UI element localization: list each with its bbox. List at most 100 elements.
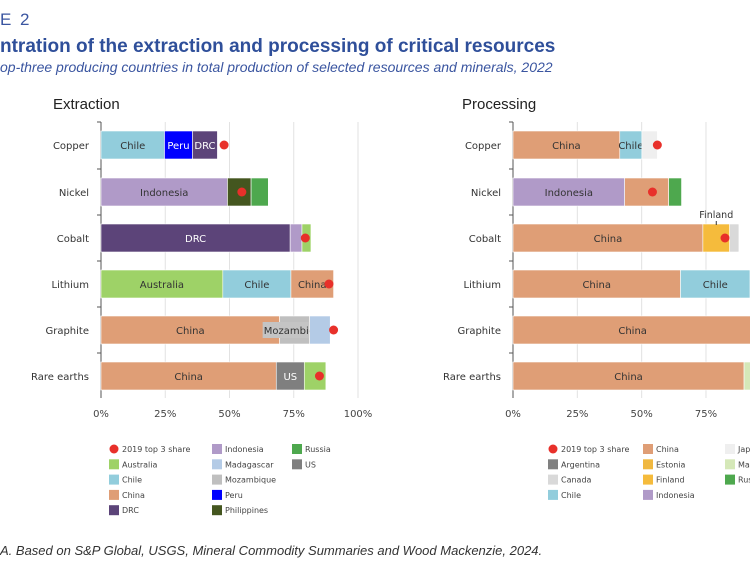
segment-label: China [614,372,643,383]
segment-label: China [298,280,327,291]
segment-label: China [618,326,647,337]
segment-label: Mozambique [264,326,328,337]
legend-label: Madagascar [225,460,274,469]
legend-swatch [643,489,653,500]
segment-label: Chile [244,280,269,291]
legend-swatch [643,459,653,470]
legend-label: China [122,491,145,500]
bar-segment-russia [668,177,682,207]
bar-segment-peru [164,130,193,160]
segment-label: China [176,326,205,337]
bar-segment-russia [250,177,269,207]
segment-label: DRC [185,234,206,245]
legend-swatch [109,489,119,500]
category-label: Cobalt [57,234,89,245]
x-tick-label: 25% [154,409,176,420]
legend-label: Finland [656,476,685,485]
legend-label: Australia [122,460,157,469]
bar-segment-canada [729,223,740,253]
bar-segment-chile [100,130,165,160]
bar-segment-madagascar [309,315,331,345]
share-2019-dot [314,371,324,381]
legend-label: Peru [225,491,243,500]
legend-swatch [109,459,119,470]
share-2019-dot [237,187,247,197]
segment-label: China [594,234,623,245]
bar-segment-australia [100,269,224,299]
legend-label: Russia [738,476,750,485]
legend-label: Argentina [561,460,600,469]
bar-segment-china [512,269,681,299]
bar-segment-china [512,315,750,345]
legend-label: US [305,460,316,469]
bar-segment-china [100,361,277,391]
x-tick-label: 50% [218,409,240,420]
segment-label: Chile [618,141,643,152]
legend-swatch [548,474,558,485]
legend-swatch [548,459,558,470]
legend-swatch [212,444,222,454]
share-2019-dot [720,233,730,243]
segment-label: China [582,280,611,291]
bar-segment-china [100,315,280,345]
legend-dot-icon [548,444,558,454]
processing-title: Processing [462,96,537,113]
legend-swatch [212,474,222,485]
legend-swatch [643,474,653,485]
share-2019-dot [647,187,657,197]
x-tick-label: 0% [505,409,521,420]
legend-label: 2019 top 3 share [561,445,629,454]
legend-label: Malaysia [738,460,750,469]
bar-segment-drc [192,130,218,160]
page-title: ntration of the extraction and processin… [0,36,556,57]
segment-label: Chile [703,280,728,291]
share-2019-dot [329,325,339,335]
legend-dot-icon [109,444,119,454]
legend-swatch [643,444,653,454]
category-label: Rare earths [31,372,89,383]
bar-segment-indonesia [289,223,303,253]
legend-label: Mozambique [225,476,276,485]
x-tick-label: 75% [695,409,717,420]
source-note: A. Based on S&P Global, USGS, Mineral Co… [0,543,543,558]
bar-segment-malaysia [743,361,750,391]
bar-segment-chile [222,269,292,299]
segment-label: DRC [194,141,215,152]
legend-swatch [725,459,735,470]
legend-label: Chile [122,476,142,485]
extraction-title: Extraction [53,96,120,113]
segment-label: China [552,141,581,152]
legend-label: 2019 top 3 share [122,445,190,454]
x-tick-label: 0% [93,409,109,420]
legend-swatch [548,489,558,500]
share-2019-dot [219,140,229,150]
legend-swatch [212,489,222,500]
bar-segment-indonesia [512,177,625,207]
x-tick-label: 50% [631,409,653,420]
legend-swatch [725,444,735,454]
bar-segment-china [624,177,669,207]
bar-segment-us [275,361,305,391]
segment-label: Peru [167,141,189,152]
legend-swatch [292,444,302,454]
segment-label: Indonesia [140,188,188,199]
category-label: Nickel [471,188,501,199]
legend-label: DRC [122,506,139,515]
category-label: Copper [53,141,90,152]
segment-label: Chile [120,141,145,152]
segment-label: China [174,372,203,383]
segment-label: Indonesia [545,188,593,199]
legend-swatch [109,474,119,485]
figure-label: E 2 [0,10,32,29]
bar-segment-indonesia [100,177,228,207]
legend-label: Canada [561,476,592,485]
segment-label: US [283,372,297,383]
x-tick-label: 25% [566,409,588,420]
category-label: Graphite [457,326,501,337]
segment-label: Australia [140,280,184,291]
bar-segment-drc [100,223,291,253]
legend-label: Estonia [656,460,686,469]
category-label: Copper [465,141,502,152]
bar-segment-chile [680,269,750,299]
